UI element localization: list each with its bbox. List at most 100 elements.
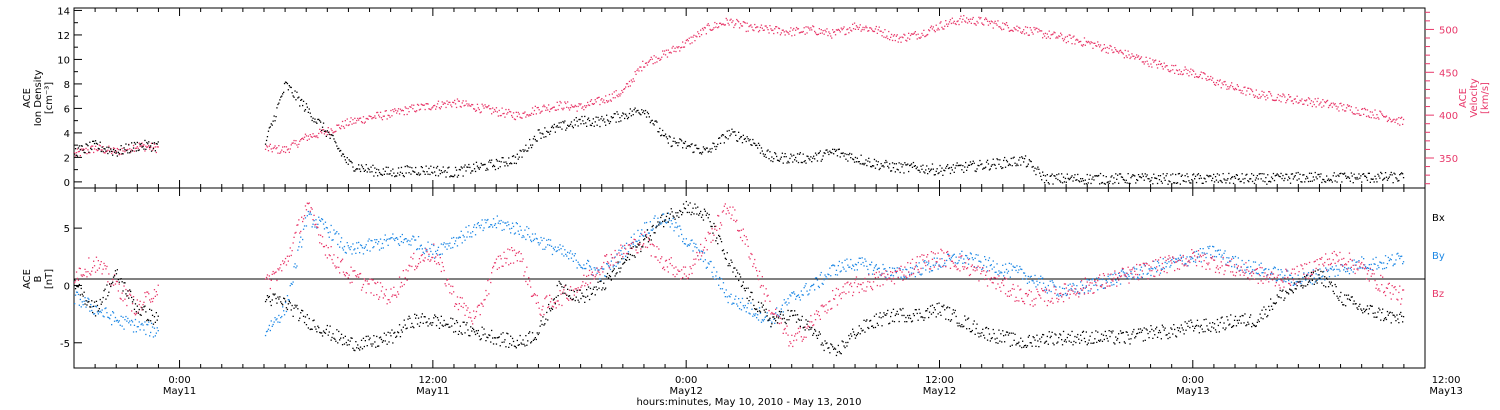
by-point — [430, 250, 432, 253]
bz-point — [877, 276, 879, 278]
bz-point — [115, 280, 118, 283]
by-point — [1258, 264, 1260, 266]
density-point — [356, 168, 358, 170]
density-point — [156, 143, 158, 145]
velocity-point — [415, 111, 417, 113]
density-point — [545, 136, 547, 138]
velocity-point — [678, 46, 680, 48]
velocity-point — [436, 103, 439, 105]
bz-point — [990, 277, 992, 279]
velocity-point — [96, 150, 99, 152]
bz-point — [957, 268, 959, 270]
by-point — [771, 321, 773, 323]
by-point — [527, 234, 529, 236]
by-point — [323, 228, 326, 230]
bz-point — [1090, 288, 1092, 290]
velocity-point — [840, 27, 842, 29]
velocity-point — [1283, 94, 1285, 96]
bz-point — [678, 270, 680, 272]
velocity-point — [1269, 91, 1271, 93]
velocity-point — [751, 26, 753, 28]
velocity-point — [1196, 76, 1199, 78]
by-point — [491, 224, 493, 226]
velocity-point — [1157, 63, 1160, 65]
by-point — [1002, 264, 1004, 266]
by-point — [1127, 273, 1129, 276]
density-point — [1189, 182, 1191, 184]
density-point — [876, 164, 878, 166]
velocity-point — [827, 34, 829, 37]
velocity-point — [1085, 40, 1087, 43]
velocity-point — [1319, 102, 1321, 105]
bz-point — [916, 256, 918, 258]
velocity-point — [92, 145, 94, 147]
velocity-point — [878, 26, 880, 28]
density-point — [508, 157, 510, 159]
by-point — [528, 227, 530, 230]
velocity-point — [130, 151, 132, 153]
bz-point — [1232, 271, 1234, 273]
density-point — [790, 153, 792, 155]
density-point — [764, 153, 766, 156]
by-point — [1098, 277, 1100, 280]
velocity-point — [1005, 22, 1008, 24]
by-point — [427, 241, 429, 243]
density-point — [1240, 180, 1242, 183]
density-point — [528, 147, 530, 149]
by-point — [850, 258, 852, 261]
velocity-point — [710, 29, 712, 31]
density-point — [1130, 177, 1132, 179]
bz-point — [1160, 269, 1162, 271]
by-point — [91, 309, 93, 312]
bz-point — [513, 249, 516, 251]
density-point — [832, 148, 834, 150]
bz-point — [752, 265, 754, 268]
velocity-point — [1199, 74, 1201, 76]
velocity-point — [1360, 114, 1362, 116]
bz-point — [1239, 274, 1241, 276]
by-point — [1003, 275, 1005, 277]
by-point — [679, 225, 681, 227]
density-point — [850, 157, 852, 159]
density-point — [659, 127, 661, 130]
by-point — [822, 283, 824, 285]
top-plot-area — [74, 15, 1405, 185]
by-point — [1139, 269, 1142, 271]
density-point — [788, 162, 790, 164]
density-point — [422, 170, 424, 172]
bz-point — [530, 286, 532, 288]
density-point — [280, 96, 282, 98]
density-point — [1374, 175, 1376, 177]
by-point — [651, 229, 653, 231]
by-point — [1076, 285, 1078, 287]
density-point — [100, 150, 102, 153]
by-point — [354, 248, 356, 250]
bz-point — [131, 310, 133, 312]
velocity-point — [495, 107, 498, 109]
velocity-point — [1161, 65, 1163, 68]
by-point — [1026, 282, 1029, 284]
bz-point — [871, 287, 873, 289]
velocity-point — [1290, 100, 1293, 102]
bz-point — [340, 261, 342, 263]
bz-point — [697, 255, 699, 257]
by-point — [781, 304, 783, 306]
by-point — [999, 272, 1001, 274]
density-point — [1004, 166, 1007, 168]
by-point — [750, 302, 752, 304]
velocity-point — [927, 33, 929, 36]
density-point — [614, 113, 616, 115]
velocity-point — [151, 149, 154, 151]
velocity-point — [826, 28, 828, 30]
bz-point — [552, 306, 555, 308]
density-point — [359, 168, 361, 170]
velocity-point — [1066, 35, 1068, 38]
by-point — [1225, 263, 1227, 265]
by-point — [414, 239, 416, 241]
velocity-point — [370, 116, 372, 118]
bz-point — [1169, 257, 1171, 259]
by-point — [1066, 294, 1068, 296]
bz-point — [633, 238, 635, 240]
bz-point — [612, 264, 614, 266]
density-point — [1179, 183, 1181, 185]
